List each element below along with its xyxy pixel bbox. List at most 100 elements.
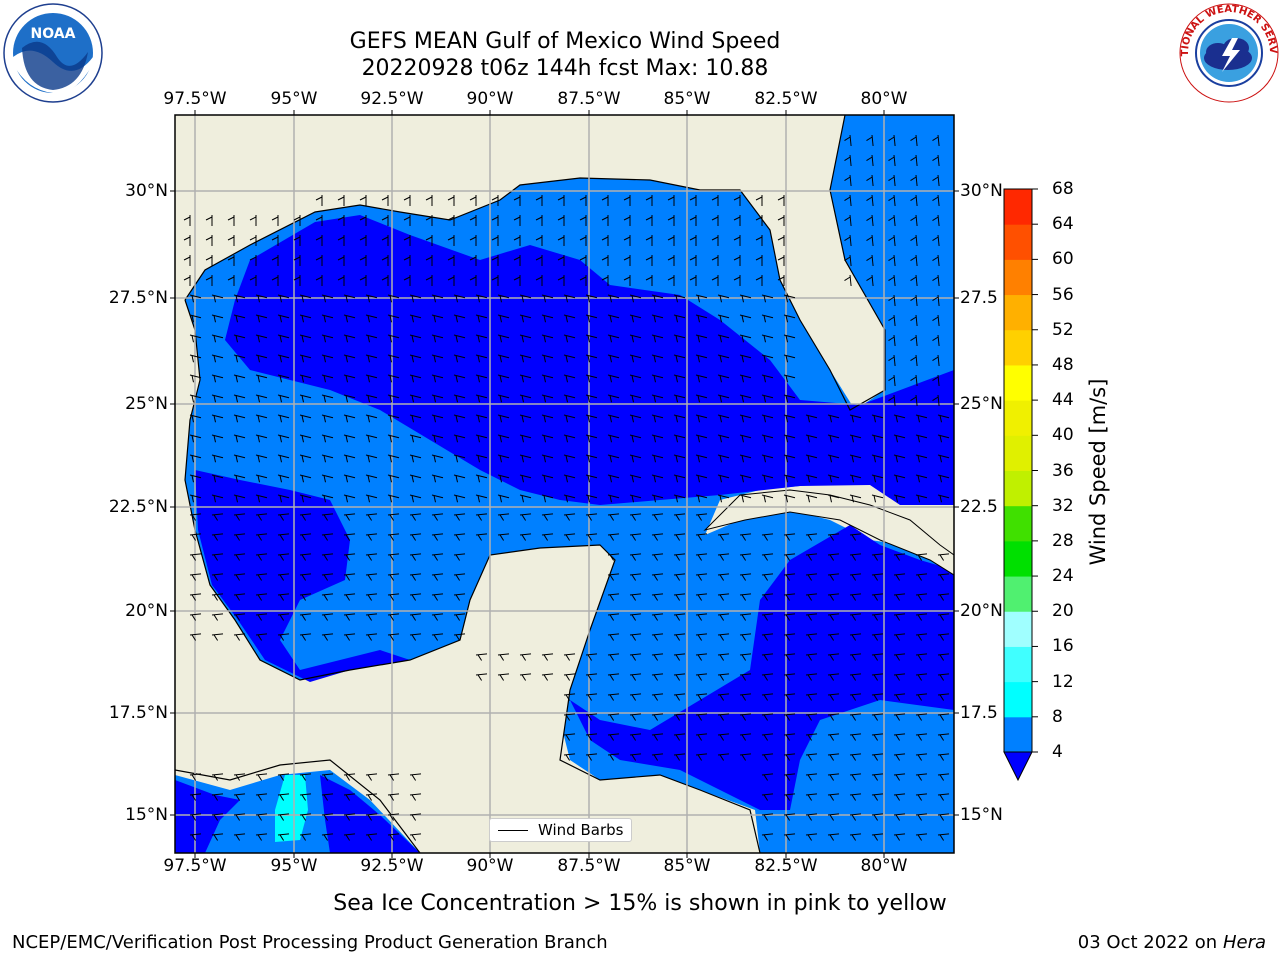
wind-barb [805,593,818,601]
wind-barb [255,314,268,323]
wind-barb [183,215,191,226]
wind-barb [783,753,796,761]
noaa-logo: NOAA [3,3,103,103]
wind-barb [849,693,862,701]
wind-barb [893,693,906,701]
lat-tick-left-6: 17.5°N [108,703,168,723]
wind-barb [871,434,884,443]
wind-barb [893,713,906,721]
wind-barb [645,195,653,206]
wind-barb [888,294,896,307]
wind-barb [519,394,532,403]
wind-barb [673,653,686,661]
wind-barb [299,573,312,581]
colorbar-label: 12 [1052,671,1074,692]
wind-barb [827,713,840,721]
lon-tick-bottom-4: 90°W [466,856,514,876]
wind-barb [343,394,356,403]
wind-barb [783,494,796,503]
wind-barb [255,553,268,561]
noaa-logo-text: NOAA [31,26,76,42]
wind-barb [431,613,444,621]
wind-barb [739,613,752,621]
gridlines [175,115,954,853]
wind-barb [183,235,191,246]
wind-barb [607,454,620,463]
wind-barb [761,693,774,701]
colorbar-label: 36 [1052,460,1074,481]
wind-barb [409,394,422,403]
wind-barb [629,474,642,483]
wind-barb [733,235,741,246]
wind-barb [255,633,268,641]
colorbar-cells [1004,189,1032,753]
wind-barb [871,573,884,581]
wind-barb [761,753,774,761]
legend-line-swatch [498,829,528,831]
wind-barb [629,633,642,641]
wind-barb [211,434,224,443]
wind-barb [343,813,356,821]
wind-barb [827,633,840,641]
wind-barb [783,673,796,681]
map-legend: Wind Barbs [489,818,633,842]
wind-barb [585,374,598,383]
wind-barb [563,294,576,303]
lon-tick-bottom-1: 97.5°W [163,856,227,876]
wind-barb [277,833,290,841]
wind-barb [299,454,312,463]
wind-barb [541,434,554,443]
wind-barb [365,773,378,781]
lon-tick-bottom-8: 80°W [860,856,908,876]
wind-barb [667,235,675,246]
wind-barb [717,533,730,541]
wind-barb [183,255,191,266]
wind-barb [513,215,521,226]
wind-barb [409,414,422,423]
wind-barb [910,394,918,407]
wind-barb [299,813,312,821]
wind-barb [827,753,840,761]
wind-barb [629,294,642,303]
wind-barb [937,573,950,581]
wind-barb [321,494,334,503]
wind-barb [932,294,940,307]
wind-barb [519,673,532,681]
wind-barb [343,593,356,601]
wind-barb [497,374,510,383]
lat-tick-right-1: 30°N [960,181,1003,201]
wind-barb [541,374,554,383]
wind-barb [211,334,224,343]
wind-barb [255,773,268,781]
wind-barb [233,793,246,801]
wind-barb [409,553,422,561]
wind-barb [866,154,874,167]
wind-barb [607,374,620,383]
wind-barb [387,494,400,503]
wind-barb [365,434,378,443]
wind-barb [893,573,906,581]
wind-barb [409,593,422,601]
wind-barb [255,474,268,483]
wind-barb [585,314,598,323]
wind-barb [932,274,940,287]
wind-barb [299,533,312,541]
wind-barb [211,414,224,423]
wind-barb [453,294,466,303]
wind-barb [607,474,620,483]
wind-barb [805,533,818,541]
colorbar-label: 44 [1052,390,1074,411]
wind-barb [673,314,686,323]
wind-barb [233,414,246,423]
wind-barb [277,474,290,483]
wind-barb [783,653,796,661]
wind-barb [761,553,774,561]
wind-barb [365,553,378,561]
wind-barb [761,434,774,443]
title-line-2: 20220928 t06z 144h fcst Max: 10.88 [361,56,769,81]
wind-barb [910,174,918,187]
colorbar-cell [1004,435,1032,471]
wind-barb [739,573,752,581]
wind-barb [453,633,466,641]
wind-barb [623,255,631,266]
